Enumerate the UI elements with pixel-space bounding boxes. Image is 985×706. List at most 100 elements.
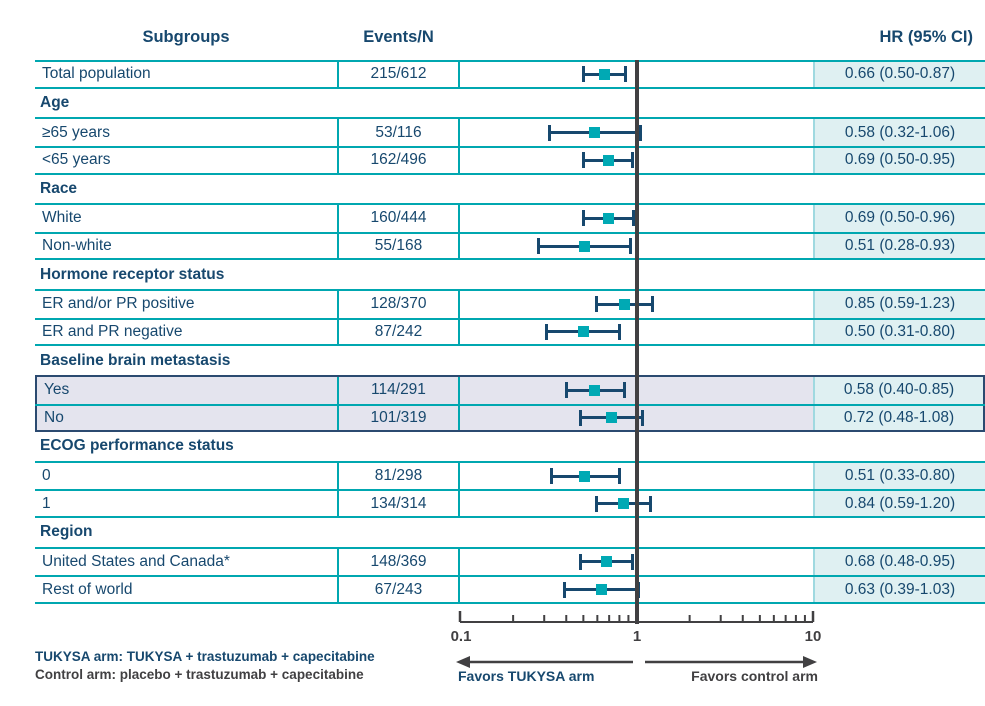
- events-n-value: 114/291: [337, 376, 460, 404]
- table-row: White 160/444 0.69 (0.50-0.96): [35, 203, 985, 232]
- hr-ci-value: 0.72 (0.48-1.08): [813, 405, 985, 431]
- forest-plot-cell: [460, 62, 813, 87]
- hr-point-marker: [589, 384, 601, 396]
- forest-plot-cell: [460, 491, 813, 516]
- ci-cap-upper: [639, 124, 643, 141]
- ci-cap-lower: [581, 210, 585, 227]
- subgroup-label: <65 years: [42, 151, 111, 169]
- subgroup-table: Total population 215/612 0.66 (0.50-0.87) A…: [35, 60, 985, 604]
- events-n-value: 148/369: [337, 548, 460, 576]
- forest-plot-cell: [460, 119, 813, 146]
- axis-tick-label-1: 1: [632, 628, 642, 645]
- events-n-value: 101/319: [337, 405, 460, 431]
- hr-point-marker: [601, 556, 613, 568]
- ci-cap-lower: [550, 468, 554, 485]
- hr-ci-value: 0.51 (0.28-0.93): [813, 233, 985, 259]
- subgroup-label: 1: [42, 494, 51, 512]
- table-row: <65 years 162/496 0.69 (0.50-0.95): [35, 145, 985, 175]
- table-row: Non-white 55/168 0.51 (0.28-0.93): [35, 231, 985, 261]
- subgroup-label: Total population: [42, 65, 151, 83]
- reference-line-hr-1: [635, 60, 639, 624]
- forest-plot-cell: [460, 463, 813, 490]
- subgroup-label: ER and PR negative: [42, 322, 183, 340]
- ci-cap-upper: [648, 495, 652, 512]
- ci-cap-lower: [537, 238, 541, 255]
- favors-tukysa-label: Favors TUKYSA arm: [458, 668, 595, 684]
- ci-cap-lower: [578, 409, 582, 426]
- hr-point-marker: [599, 68, 611, 80]
- forest-plot-cell: [460, 148, 813, 173]
- hr-ci-value: 0.63 (0.39-1.03): [813, 577, 985, 602]
- table-row: Rest of world 67/243 0.63 (0.39-1.03): [35, 575, 985, 604]
- hr-ci-value: 0.51 (0.33-0.80): [813, 462, 985, 490]
- subgroup-label: 0: [42, 467, 51, 485]
- forest-plot-cell: [460, 205, 813, 232]
- subgroup-label: ≥65 years: [42, 123, 110, 141]
- ci-cap-lower: [581, 66, 585, 83]
- hr-point-marker: [577, 326, 589, 338]
- hr-point-marker: [589, 127, 601, 139]
- hr-point-marker: [618, 298, 630, 310]
- events-n-value: 81/298: [337, 462, 460, 490]
- forest-plot-cell: [460, 549, 813, 576]
- table-row: ER and PR negative 87/242 0.50 (0.31-0.80): [35, 317, 985, 347]
- hr-point-marker: [602, 212, 614, 224]
- forest-plot-cell: [460, 320, 813, 345]
- ci-cap-upper: [629, 238, 633, 255]
- ci-cap-lower: [545, 323, 549, 340]
- ci-cap-lower: [594, 296, 598, 313]
- column-header-events: Events/N: [363, 27, 434, 46]
- ci-cap-lower: [594, 495, 598, 512]
- ci-cap-upper: [640, 409, 644, 426]
- ci-cap-lower: [562, 581, 566, 598]
- ci-cap-upper: [631, 553, 635, 570]
- subgroup-label: Rest of world: [42, 580, 133, 598]
- table-row: Total population 215/612 0.66 (0.50-0.87): [35, 60, 985, 89]
- ci-cap-upper: [624, 66, 628, 83]
- group-header-row: ECOG performance status: [40, 437, 234, 455]
- axis-tick-label-0.1: 0.1: [450, 628, 472, 645]
- forest-plot-cell: [460, 577, 813, 602]
- hr-ci-value: 0.68 (0.48-0.95): [813, 548, 985, 576]
- table-row: Yes 114/291 0.58 (0.40-0.85): [35, 374, 985, 404]
- footnote-tukysa-arm: TUKYSA arm: TUKYSA + trastuzumab + capec…: [35, 649, 375, 664]
- table-row: 1 134/314 0.84 (0.59-1.20): [35, 489, 985, 518]
- events-n-value: 215/612: [337, 62, 460, 87]
- ci-cap-upper: [631, 210, 635, 227]
- table-row: 0 81/298 0.51 (0.33-0.80): [35, 460, 985, 490]
- events-n-value: 160/444: [337, 205, 460, 232]
- hr-ci-value: 0.69 (0.50-0.95): [813, 147, 985, 173]
- ci-cap-lower: [578, 553, 582, 570]
- hr-ci-value: 0.84 (0.59-1.20): [813, 491, 985, 516]
- footnotes: TUKYSA arm: TUKYSA + trastuzumab + capec…: [35, 648, 375, 684]
- hr-ci-value: 0.58 (0.32-1.06): [813, 119, 985, 146]
- x-axis: [456, 611, 817, 668]
- hr-point-marker: [605, 412, 617, 424]
- table-row: United States and Canada* 148/369 0.68 (0.…: [35, 546, 985, 576]
- events-n-value: 67/243: [337, 577, 460, 602]
- table-row: ER and/or PR positive 128/370 0.85 (0.59-1…: [35, 289, 985, 318]
- hr-ci-value: 0.66 (0.50-0.87): [813, 62, 985, 87]
- favors-control-label: Favors control arm: [691, 668, 818, 684]
- subgroup-label: Non-white: [42, 237, 112, 255]
- ci-cap-upper: [631, 152, 635, 169]
- ci-cap-upper: [650, 296, 654, 313]
- forest-plot-cell: [460, 291, 813, 318]
- group-header-row: Race: [40, 179, 78, 197]
- subgroup-label: White: [42, 209, 82, 227]
- subgroup-label: No: [35, 405, 337, 431]
- forest-plot-cell: [460, 234, 813, 259]
- hr-ci-value: 0.85 (0.59-1.23): [813, 291, 985, 318]
- group-header-row: Hormone receptor status: [40, 265, 225, 283]
- hr-ci-value: 0.50 (0.31-0.80): [813, 319, 985, 345]
- events-n-value: 128/370: [337, 291, 460, 318]
- group-header-row: Age: [40, 93, 70, 111]
- hr-point-marker: [602, 154, 614, 166]
- events-n-value: 53/116: [337, 119, 460, 146]
- ci-cap-lower: [547, 124, 551, 141]
- ci-cap-upper: [622, 382, 626, 399]
- table-row: ≥65 years 53/116 0.58 (0.32-1.06): [35, 117, 985, 146]
- events-n-value: 134/314: [337, 491, 460, 516]
- axis-tick-label-10: 10: [804, 628, 822, 645]
